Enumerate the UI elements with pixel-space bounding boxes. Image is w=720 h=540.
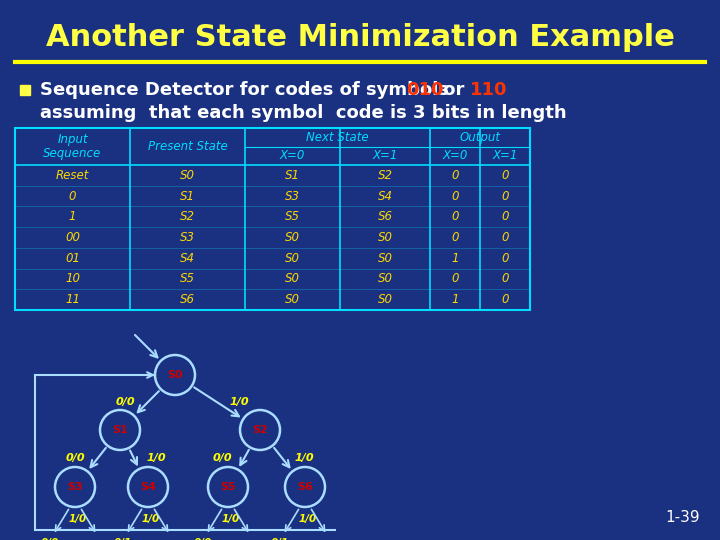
Text: S3: S3 xyxy=(67,482,83,492)
Circle shape xyxy=(104,414,136,446)
Text: S2: S2 xyxy=(180,210,195,223)
Text: 0: 0 xyxy=(501,190,509,202)
Text: 0: 0 xyxy=(451,190,459,202)
Text: 0: 0 xyxy=(501,231,509,244)
Text: 0/1: 0/1 xyxy=(114,538,132,540)
Text: 0/0: 0/0 xyxy=(212,454,232,463)
Text: 0: 0 xyxy=(451,231,459,244)
Text: 0/0: 0/0 xyxy=(66,454,85,463)
Text: X=0: X=0 xyxy=(280,149,305,162)
Text: S3: S3 xyxy=(180,231,195,244)
Text: S1: S1 xyxy=(285,169,300,182)
Text: Next State: Next State xyxy=(306,131,369,144)
Text: 0/0: 0/0 xyxy=(194,538,212,540)
Text: S0: S0 xyxy=(285,231,300,244)
Text: 1/0: 1/0 xyxy=(294,454,315,463)
Text: S1: S1 xyxy=(180,190,195,202)
Text: 0: 0 xyxy=(501,293,509,306)
Text: 010: 010 xyxy=(406,81,444,99)
Text: 1/0: 1/0 xyxy=(69,514,87,524)
Bar xyxy=(15,128,530,310)
Circle shape xyxy=(132,471,164,503)
Text: assuming  that each symbol  code is 3 bits in length: assuming that each symbol code is 3 bits… xyxy=(40,104,567,122)
Text: 1/0: 1/0 xyxy=(230,397,249,408)
Text: X=1: X=1 xyxy=(492,149,518,162)
Circle shape xyxy=(159,359,191,391)
Text: 0: 0 xyxy=(451,169,459,182)
Text: S4: S4 xyxy=(140,482,156,492)
Text: Input
Sequence: Input Sequence xyxy=(43,132,102,160)
Text: 01: 01 xyxy=(65,252,80,265)
Text: 0/0: 0/0 xyxy=(116,397,135,408)
Circle shape xyxy=(212,471,244,503)
Text: S5: S5 xyxy=(285,210,300,223)
Text: 1/0: 1/0 xyxy=(142,514,160,524)
Circle shape xyxy=(289,471,321,503)
Text: 10: 10 xyxy=(65,272,80,286)
Text: 1: 1 xyxy=(451,293,459,306)
Text: S6: S6 xyxy=(297,482,313,492)
Text: S0: S0 xyxy=(285,252,300,265)
Circle shape xyxy=(244,414,276,446)
Text: S0: S0 xyxy=(377,293,392,306)
Text: 11: 11 xyxy=(65,293,80,306)
Text: 0: 0 xyxy=(501,169,509,182)
Text: S0: S0 xyxy=(180,169,195,182)
Text: S5: S5 xyxy=(220,482,236,492)
Text: 1: 1 xyxy=(451,252,459,265)
Text: Sequence Detector for codes of symbols: Sequence Detector for codes of symbols xyxy=(40,81,462,99)
Text: Reset: Reset xyxy=(56,169,89,182)
Text: 1/0: 1/0 xyxy=(299,514,317,524)
Text: 0: 0 xyxy=(501,272,509,286)
Text: 1/0: 1/0 xyxy=(146,454,166,463)
Text: 110: 110 xyxy=(470,81,508,99)
Text: 0/1: 0/1 xyxy=(271,538,289,540)
Text: Output: Output xyxy=(459,131,500,144)
Text: S6: S6 xyxy=(180,293,195,306)
Text: S0: S0 xyxy=(377,272,392,286)
Text: S6: S6 xyxy=(377,210,392,223)
Text: S0: S0 xyxy=(285,293,300,306)
Text: X=0: X=0 xyxy=(442,149,468,162)
Text: S0: S0 xyxy=(167,370,183,380)
Text: 0: 0 xyxy=(451,272,459,286)
Text: Present State: Present State xyxy=(148,140,228,153)
Text: 1/0: 1/0 xyxy=(222,514,240,524)
Circle shape xyxy=(59,471,91,503)
Text: Another State Minimization Example: Another State Minimization Example xyxy=(45,24,675,52)
Text: 0: 0 xyxy=(501,252,509,265)
Text: 0: 0 xyxy=(68,190,76,202)
Text: S5: S5 xyxy=(180,272,195,286)
Text: S0: S0 xyxy=(285,272,300,286)
Text: X=1: X=1 xyxy=(372,149,397,162)
Text: 1-39: 1-39 xyxy=(665,510,700,525)
Text: S3: S3 xyxy=(285,190,300,202)
Text: 00: 00 xyxy=(65,231,80,244)
Text: S1: S1 xyxy=(112,425,128,435)
Text: 0: 0 xyxy=(501,210,509,223)
Text: S0: S0 xyxy=(377,231,392,244)
Text: S4: S4 xyxy=(180,252,195,265)
Text: S0: S0 xyxy=(377,252,392,265)
Text: 0: 0 xyxy=(451,210,459,223)
Text: S4: S4 xyxy=(377,190,392,202)
Text: 0/0: 0/0 xyxy=(41,538,59,540)
Text: S2: S2 xyxy=(377,169,392,182)
Text: S2: S2 xyxy=(252,425,268,435)
Text: 1: 1 xyxy=(68,210,76,223)
Text: or: or xyxy=(437,81,471,99)
